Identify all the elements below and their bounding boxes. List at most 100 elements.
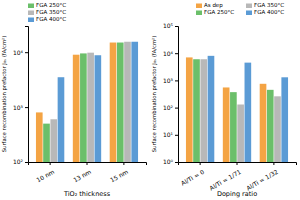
tick-mark bbox=[25, 162, 28, 163]
tick-mark bbox=[87, 162, 88, 165]
legend-item: FGA 400°C bbox=[246, 9, 284, 15]
tick-label: 10⁵ bbox=[163, 22, 174, 29]
x-axis-title: TiO₂ thickness bbox=[63, 190, 111, 198]
bar bbox=[281, 77, 288, 162]
y-tick: 10⁰ bbox=[163, 158, 178, 165]
bars bbox=[186, 56, 288, 162]
bar bbox=[186, 57, 193, 162]
legend-swatch bbox=[246, 11, 252, 16]
tick-mark bbox=[175, 26, 178, 27]
legend-item: FGA 350°C bbox=[246, 2, 284, 8]
tick-label: 13 nm bbox=[72, 168, 92, 184]
bar bbox=[208, 56, 215, 162]
y-tick: 10¹ bbox=[163, 131, 178, 138]
tick-mark bbox=[25, 52, 28, 53]
y-axis: 10² 10³ 10⁴ bbox=[13, 27, 29, 166]
y-axis: 10⁰ 10¹ 10² 10³ 10⁴ 10⁵ bbox=[163, 22, 179, 165]
bar bbox=[223, 87, 230, 162]
tick-label: 15 nm bbox=[109, 168, 129, 184]
legend: As depFGA 250°C FGA 350°CFGA 400°C bbox=[196, 2, 284, 15]
tick-mark bbox=[50, 162, 51, 165]
bar bbox=[87, 53, 94, 162]
x-axis: 10 nm 13 nm 15 nm bbox=[29, 162, 147, 183]
y-axis-title: Surface recombination prefactor J₀ₛ (fA/… bbox=[151, 36, 158, 153]
legend: FGA 250°CFGA 350°CFGA 400°C bbox=[28, 2, 66, 22]
plot-area: 10² 10³ 10⁴ 10 nm 13 nm 15 nm bbox=[13, 27, 147, 184]
tick-mark bbox=[25, 107, 28, 108]
legend-label: FGA 400°C bbox=[36, 16, 66, 22]
legend-label: FGA 350°C bbox=[254, 2, 284, 8]
legend-item: FGA 250°C bbox=[28, 2, 66, 8]
bar bbox=[131, 42, 138, 162]
tick-label: Al/Ti = 1/32 bbox=[245, 168, 279, 192]
bar bbox=[267, 90, 274, 162]
bar bbox=[50, 119, 57, 162]
bar bbox=[36, 112, 43, 162]
bar bbox=[260, 84, 267, 162]
x-tick: 15 nm bbox=[109, 162, 129, 183]
x-axis-title: Doping ratio bbox=[217, 190, 257, 198]
bar bbox=[110, 43, 117, 162]
bar bbox=[230, 92, 237, 162]
bar bbox=[274, 96, 281, 162]
y-tick: 10² bbox=[163, 104, 178, 111]
bar-series bbox=[58, 42, 138, 162]
tick-label: 10³ bbox=[13, 104, 24, 111]
tick-label: 10² bbox=[163, 104, 174, 111]
x-axis: Al/Ti = 0Al/Ti = 1/71Al/Ti = 1/32 bbox=[179, 162, 297, 192]
bar bbox=[245, 63, 252, 162]
bar bbox=[80, 53, 87, 162]
tick-mark bbox=[175, 135, 178, 136]
axis-line bbox=[179, 163, 297, 166]
y-tick: 10⁵ bbox=[163, 22, 178, 29]
y-tick: 10² bbox=[13, 158, 28, 165]
chart-root: 10² 10³ 10⁴ 10 nm 13 nm 15 nm TiO₂ thickness Su… bbox=[0, 0, 300, 200]
y-tick: 10³ bbox=[163, 77, 178, 84]
tick-mark bbox=[237, 162, 238, 165]
legend-item: As dep bbox=[196, 2, 223, 9]
tick-label: 10⁴ bbox=[13, 49, 24, 56]
legend-item: FGA 250°C bbox=[196, 9, 234, 15]
legend-swatch bbox=[196, 11, 202, 16]
legend-swatch bbox=[28, 4, 34, 9]
plot-area: 10⁰ 10¹ 10² 10³ 10⁴ 10⁵ Al/Ti = 0Al/Ti = 1/71A… bbox=[163, 22, 297, 191]
y-tick: 10⁴ bbox=[163, 50, 178, 57]
bar bbox=[200, 59, 207, 162]
x-tick: 10 nm bbox=[35, 162, 55, 183]
tick-label: 10² bbox=[13, 158, 24, 165]
tick-mark bbox=[175, 162, 178, 163]
tick-label: 10¹ bbox=[163, 131, 174, 138]
panel: 10² 10³ 10⁴ 10 nm 13 nm 15 nm TiO₂ thickness Su… bbox=[1, 2, 146, 198]
legend-label: FGA 250°C bbox=[36, 2, 66, 8]
tick-mark bbox=[200, 162, 201, 165]
y-tick: 10⁴ bbox=[13, 49, 28, 56]
bar-series bbox=[193, 59, 273, 162]
bar bbox=[193, 59, 200, 162]
tick-mark bbox=[273, 162, 274, 165]
legend-label: FGA 350°C bbox=[36, 9, 66, 15]
bar bbox=[95, 55, 102, 162]
tick-label: Al/Ti = 1/71 bbox=[208, 168, 242, 192]
legend-item: FGA 350°C bbox=[28, 9, 66, 15]
tick-label: 10 nm bbox=[35, 168, 55, 184]
axis-line bbox=[29, 163, 147, 166]
legend-label: As dep bbox=[204, 2, 223, 9]
x-tick: Al/Ti = 1/32 bbox=[245, 162, 279, 192]
axis-line bbox=[175, 27, 179, 163]
x-tick: Al/Ti = 1/71 bbox=[208, 162, 242, 192]
panel: 10⁰ 10¹ 10² 10³ 10⁴ 10⁵ Al/Ti = 0Al/Ti = 1/71A… bbox=[151, 2, 296, 198]
tick-label: 10⁴ bbox=[163, 50, 174, 57]
y-axis-title: Surface recombination prefactor J₀ₛ (fA/… bbox=[1, 36, 8, 153]
legend-swatch bbox=[196, 4, 202, 9]
tick-mark bbox=[175, 53, 178, 54]
tick-label: 10³ bbox=[163, 77, 174, 84]
tick-mark bbox=[175, 80, 178, 81]
bar bbox=[237, 105, 244, 162]
bar-series bbox=[208, 56, 288, 162]
legend-item: FGA 400°C bbox=[28, 16, 66, 22]
tick-mark bbox=[175, 108, 178, 109]
legend-swatch bbox=[246, 4, 252, 9]
legend-swatch bbox=[28, 11, 34, 16]
x-tick: 13 nm bbox=[72, 162, 92, 183]
bar-series bbox=[43, 43, 123, 162]
